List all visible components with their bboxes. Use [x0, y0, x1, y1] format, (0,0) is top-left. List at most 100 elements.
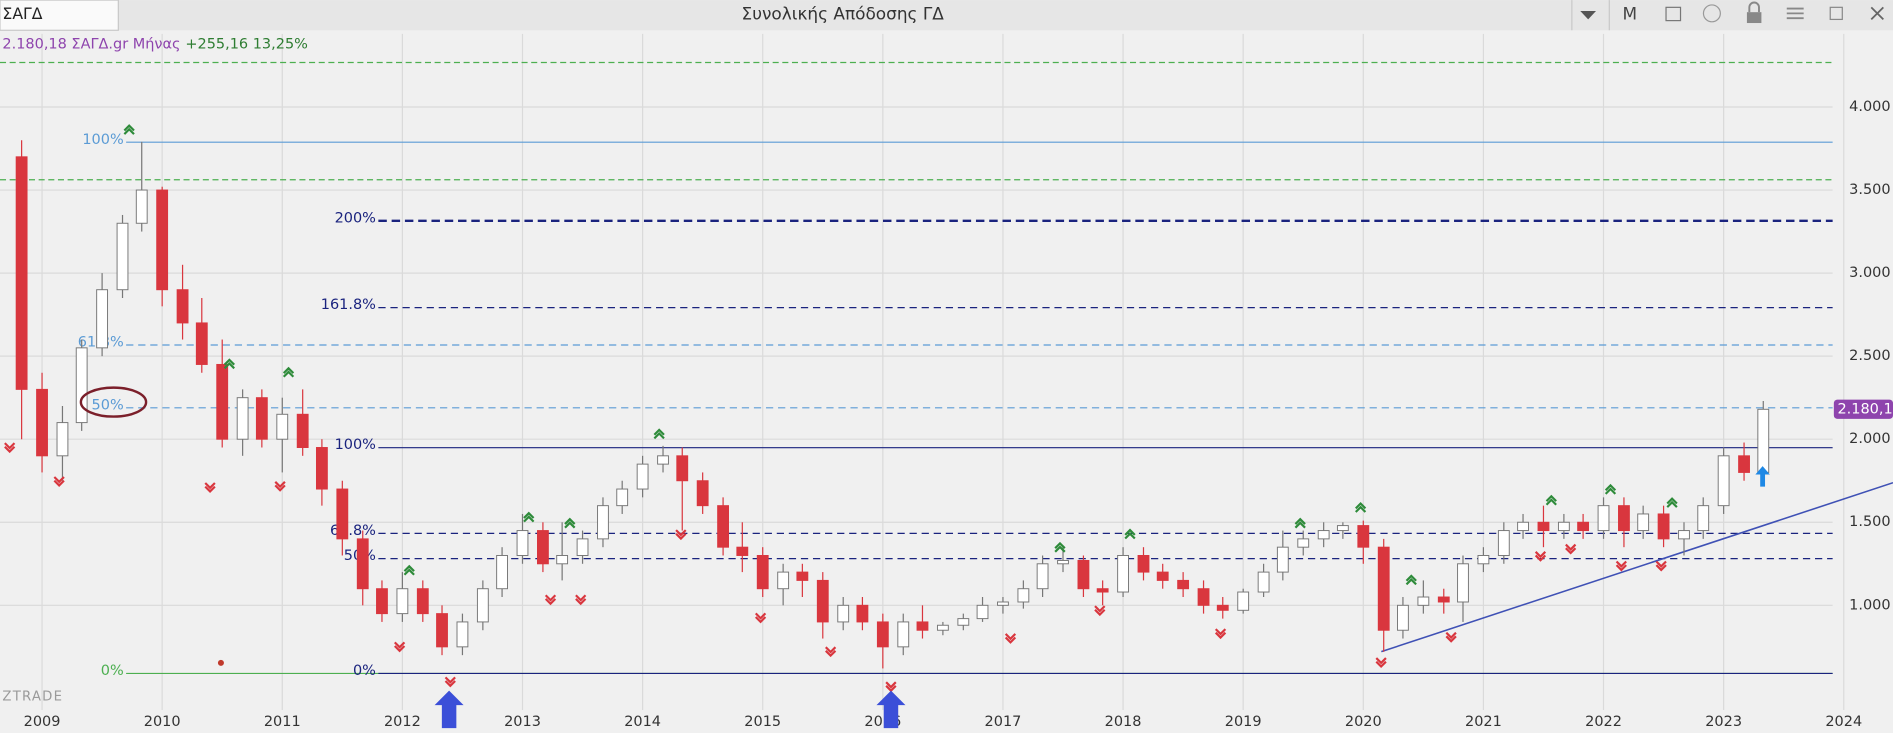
symbol-tab[interactable] [0, 0, 119, 31]
candle-body [997, 601, 1009, 606]
candle-body [916, 621, 929, 631]
y-tick-label: 3.000 [1849, 265, 1890, 281]
candle-body [1077, 559, 1090, 590]
candle-body [135, 189, 148, 224]
candle-body [456, 621, 469, 648]
candle-body [1517, 521, 1529, 532]
candle-body [1618, 505, 1630, 532]
x-tick-label: 2022 [1585, 714, 1622, 730]
candle-body [1377, 546, 1390, 631]
candle-body [876, 621, 889, 648]
candle-body [777, 571, 790, 590]
candle-body [1477, 555, 1490, 565]
candle-body [75, 347, 88, 424]
restore-button[interactable] [1829, 6, 1843, 21]
candle-body [276, 413, 289, 440]
info-price: 2.180,18 ΣΑΓΔ.gr Μήνας [2, 37, 180, 53]
watermark: ZTRADE [2, 690, 63, 705]
candle-body [356, 538, 369, 590]
lock-shackle [1748, 1, 1760, 13]
period-button[interactable]: M [1623, 4, 1638, 24]
candle-body [416, 588, 429, 615]
candle-body [1557, 521, 1570, 532]
candle-body [176, 289, 189, 324]
candle-body [236, 397, 249, 440]
fib-level-label: 200% [335, 210, 376, 226]
lock-button[interactable] [1746, 12, 1762, 24]
candle-body [1257, 571, 1270, 593]
candle-body [736, 546, 749, 556]
price-tag-label: 2.180,18 [1837, 401, 1893, 417]
candle-body [597, 505, 609, 540]
candle-body [1717, 455, 1730, 507]
price-tag [1833, 399, 1893, 419]
candle-body [1537, 521, 1550, 532]
candle-body [315, 447, 328, 490]
candle-body [1276, 546, 1289, 573]
candle-body [96, 289, 109, 349]
candle-body [796, 571, 809, 581]
candle-body [1657, 513, 1670, 540]
candle-body [976, 604, 989, 620]
buy-arrow [434, 690, 464, 729]
title-bar [0, 0, 1893, 31]
candle-body [1637, 513, 1650, 532]
y-tick-label: 1.500 [1849, 514, 1890, 530]
y-tick-label: 2.500 [1849, 348, 1890, 364]
candle-body [1357, 525, 1370, 548]
candle-body [1177, 579, 1190, 590]
menu-button[interactable] [1786, 7, 1804, 20]
fib-level-label: 0% [101, 663, 124, 679]
candle-body [156, 189, 169, 291]
candle-body [396, 588, 409, 615]
fib-level-label: 161.8% [321, 297, 376, 313]
plot-area: 2009 2010 2011 2012 2013 2014 2015 2016 2017 2018… [0, 33, 1893, 730]
fib-level-label: 100% [335, 437, 376, 453]
candle-body [1036, 563, 1049, 590]
candle-body [36, 388, 48, 457]
candle-body [936, 624, 949, 631]
candle-body [837, 604, 850, 623]
window-title: Συνολικής Απόδοσης ΓΔ [742, 4, 945, 24]
candle-body [476, 588, 489, 623]
candle-body [1697, 505, 1710, 532]
x-tick-label: 2014 [624, 714, 661, 730]
candle-body [296, 413, 309, 448]
dropdown-button[interactable] [1580, 10, 1597, 20]
x-tick-label: 2024 [1825, 714, 1862, 730]
candle-body [856, 604, 869, 623]
candle-body [816, 579, 829, 623]
candle-body [1497, 530, 1510, 556]
fib-level-label: 100% [82, 132, 123, 148]
candle-body [1336, 525, 1349, 532]
close-button[interactable] [1870, 6, 1884, 21]
candle-body [556, 555, 569, 565]
candle-body [496, 555, 508, 590]
candle-body [1237, 591, 1250, 611]
comment-button[interactable] [1702, 4, 1721, 23]
candle-body [195, 322, 208, 365]
candle-body [1577, 521, 1590, 532]
candle-body [1457, 563, 1469, 603]
candle-body [657, 455, 669, 465]
candle-body [1317, 530, 1330, 540]
candle-body [616, 488, 629, 507]
candle-body [576, 538, 589, 556]
y-tick-label: 2.000 [1849, 431, 1890, 447]
candle-body [1197, 588, 1210, 606]
candle-body [1096, 588, 1109, 593]
y-tick-label: 3.500 [1849, 182, 1890, 198]
x-tick-label: 2019 [1225, 714, 1262, 730]
signal-arrow [1755, 466, 1770, 487]
candle-body [1216, 604, 1229, 611]
x-tick-label: 2023 [1705, 714, 1742, 730]
candle-body [1017, 588, 1030, 603]
candle-body [537, 530, 549, 565]
candle-body [15, 156, 28, 390]
panel-button[interactable] [1665, 6, 1682, 22]
candle-body [1437, 596, 1450, 603]
candle-body [1297, 538, 1310, 548]
x-tick-label: 2011 [264, 714, 301, 730]
